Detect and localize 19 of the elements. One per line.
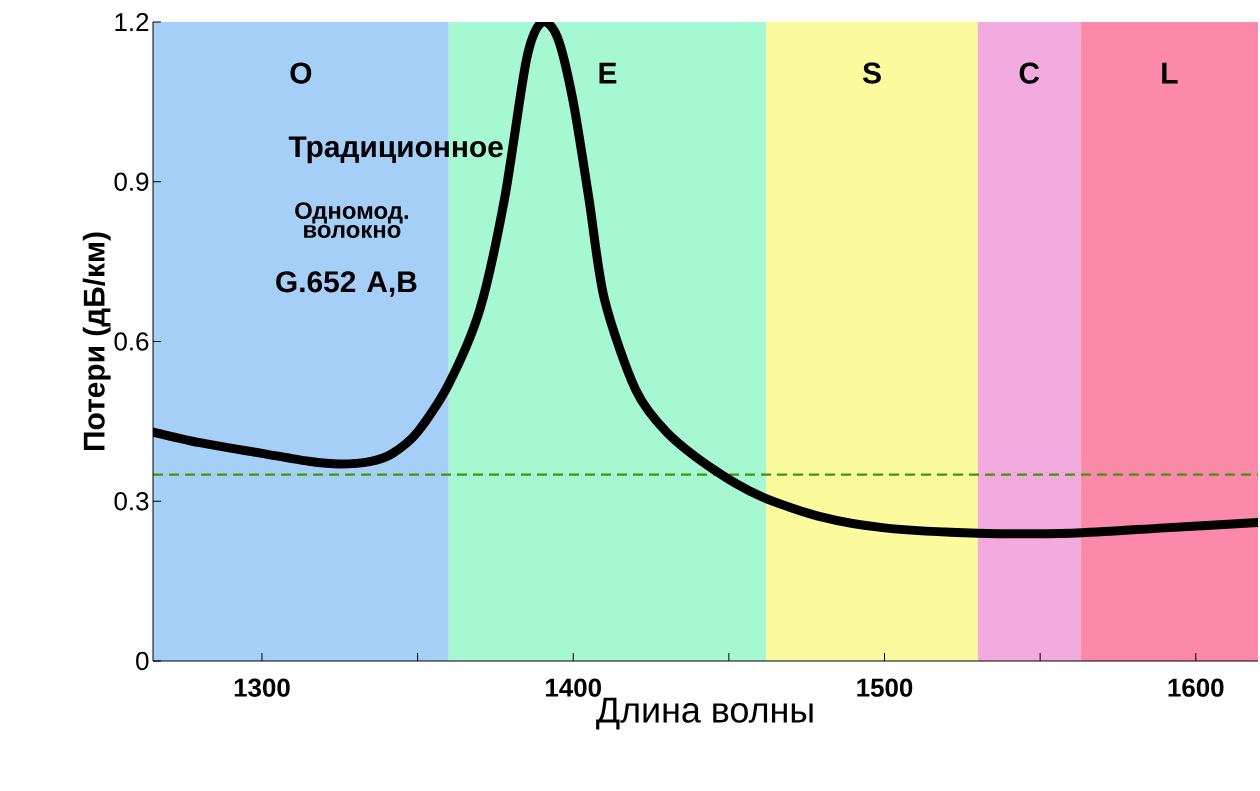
annotation: Одномод. волокно	[295, 202, 408, 239]
x-tick-label: 1600	[1168, 678, 1224, 697]
band-label: C	[1019, 62, 1040, 84]
band-label: L	[1162, 62, 1178, 84]
y-tick-label: 0	[136, 651, 149, 671]
band-label: S	[862, 62, 881, 84]
band-label: E	[599, 62, 617, 84]
x-tick-label: 1300	[234, 678, 290, 697]
band-label: O	[290, 62, 312, 84]
x-axis-title: Длина волны	[596, 697, 813, 730]
x-tick-label: 1400	[546, 678, 601, 697]
y-tick-label: 0.6	[114, 332, 149, 351]
annotation: Традиционное	[288, 136, 503, 164]
y-tick-label: 0.9	[114, 172, 149, 191]
y-tick-label: 1.2	[115, 12, 149, 32]
x-tick-label: 1500	[857, 678, 913, 697]
y-tick-label: 0.3	[114, 492, 149, 511]
annotation: G.652 A,B	[276, 271, 417, 297]
y-axis-title: Потери (дБ/км)	[82, 232, 111, 450]
